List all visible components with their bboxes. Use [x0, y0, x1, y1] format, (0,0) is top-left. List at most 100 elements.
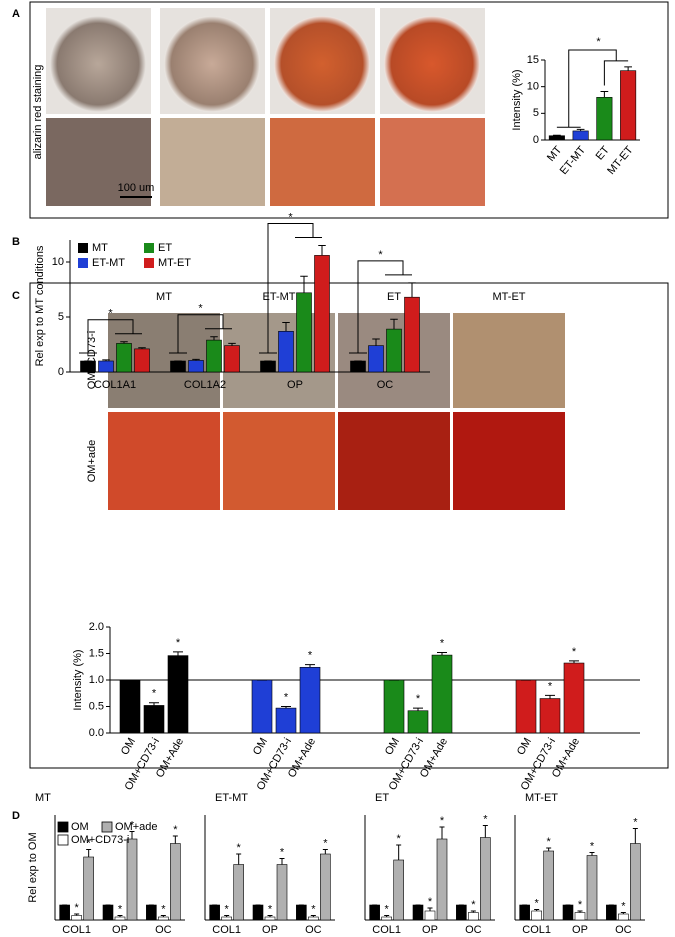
x-tick-label: OP — [262, 924, 278, 936]
error-bar — [172, 835, 178, 844]
y-tick-label: 0 — [533, 134, 539, 146]
significance: * — [378, 249, 383, 261]
error-bar — [228, 342, 236, 346]
micrograph — [160, 118, 265, 206]
significance: * — [440, 637, 445, 649]
column-label: ET — [387, 291, 401, 303]
column-label: ET-MT — [263, 291, 296, 303]
y-tick-label: 0 — [58, 366, 64, 378]
significance: * — [173, 824, 178, 836]
legend-label: MT-ET — [158, 257, 191, 269]
legend-label: ET — [158, 242, 172, 254]
error-bar — [318, 245, 326, 256]
significance: * — [284, 691, 289, 703]
x-tick-label: COL1 — [212, 924, 241, 936]
bar — [543, 850, 554, 921]
error-bar — [236, 853, 242, 865]
y-axis-label: Intensity (%) — [72, 649, 84, 710]
bar — [412, 904, 424, 921]
error-bar — [372, 338, 380, 346]
y-tick-label: 5 — [58, 311, 64, 323]
bar — [221, 916, 232, 921]
bar — [134, 348, 150, 373]
error-bar — [553, 134, 561, 136]
bar — [188, 360, 204, 373]
bracket — [79, 319, 142, 354]
bar — [209, 904, 220, 921]
micrograph — [453, 313, 565, 408]
bar — [80, 360, 96, 373]
bar — [574, 912, 586, 921]
x-tick-label: ET — [594, 144, 612, 163]
significance: * — [578, 899, 583, 911]
significance: * — [108, 308, 113, 320]
x-tick-label: OM — [515, 736, 534, 757]
significance: * — [152, 688, 157, 700]
bar — [436, 838, 448, 921]
bar — [369, 904, 380, 921]
error-bar — [281, 706, 291, 709]
bar — [320, 853, 331, 921]
error-bar — [620, 912, 626, 914]
bracket — [556, 49, 629, 128]
dish-image — [274, 16, 370, 112]
bracket — [259, 223, 322, 354]
bar — [126, 838, 138, 921]
y-tick-label: 1.5 — [89, 647, 104, 659]
x-tick-label: OC — [615, 924, 632, 936]
significance: * — [633, 816, 638, 828]
y-axis-label: Rel exp to MT conditions — [34, 245, 46, 366]
bar — [431, 654, 453, 734]
error-bar — [160, 915, 166, 917]
error-bar — [86, 849, 92, 857]
legend-label: ET-MT — [92, 257, 125, 269]
bar — [548, 135, 565, 141]
error-bar — [305, 664, 315, 668]
bar — [83, 856, 94, 921]
bracket — [169, 314, 232, 354]
bar — [233, 864, 244, 921]
legend-label: OM+CD73-i — [71, 834, 129, 846]
bar — [264, 916, 276, 921]
panel-label: B — [12, 236, 20, 248]
x-tick-label: COL1 — [62, 924, 91, 936]
bar — [296, 292, 312, 373]
bar — [630, 843, 641, 921]
bar — [170, 843, 181, 921]
x-tick-label: OM — [119, 736, 138, 757]
bar — [424, 910, 436, 921]
legend-swatch — [57, 821, 69, 833]
significance: * — [471, 899, 476, 911]
bar — [158, 916, 169, 921]
error-bar — [632, 828, 638, 844]
error-bar — [300, 275, 308, 293]
significance: * — [323, 837, 328, 849]
micrograph — [270, 118, 375, 206]
bar — [383, 679, 405, 734]
chart-title: ET — [375, 792, 389, 804]
bar — [314, 255, 330, 373]
error-bar — [282, 322, 290, 332]
error-bar — [396, 844, 402, 860]
error-bar — [279, 858, 285, 865]
error-bar — [173, 651, 183, 656]
x-tick-label: OM — [251, 736, 270, 757]
bar — [119, 679, 141, 734]
significance: * — [75, 902, 80, 914]
significance: * — [225, 903, 230, 915]
significance: * — [280, 846, 285, 858]
bar — [407, 710, 429, 734]
bar — [260, 360, 276, 373]
bar — [224, 345, 240, 373]
bar — [167, 655, 189, 734]
legend-label: OM+ade — [115, 821, 158, 833]
error-bar — [534, 909, 540, 911]
bar — [308, 916, 319, 921]
bar — [275, 707, 297, 734]
error-bar — [120, 341, 128, 344]
error-bar — [577, 910, 583, 913]
significance: * — [385, 903, 390, 915]
bar — [572, 130, 589, 141]
bracket — [349, 260, 412, 354]
